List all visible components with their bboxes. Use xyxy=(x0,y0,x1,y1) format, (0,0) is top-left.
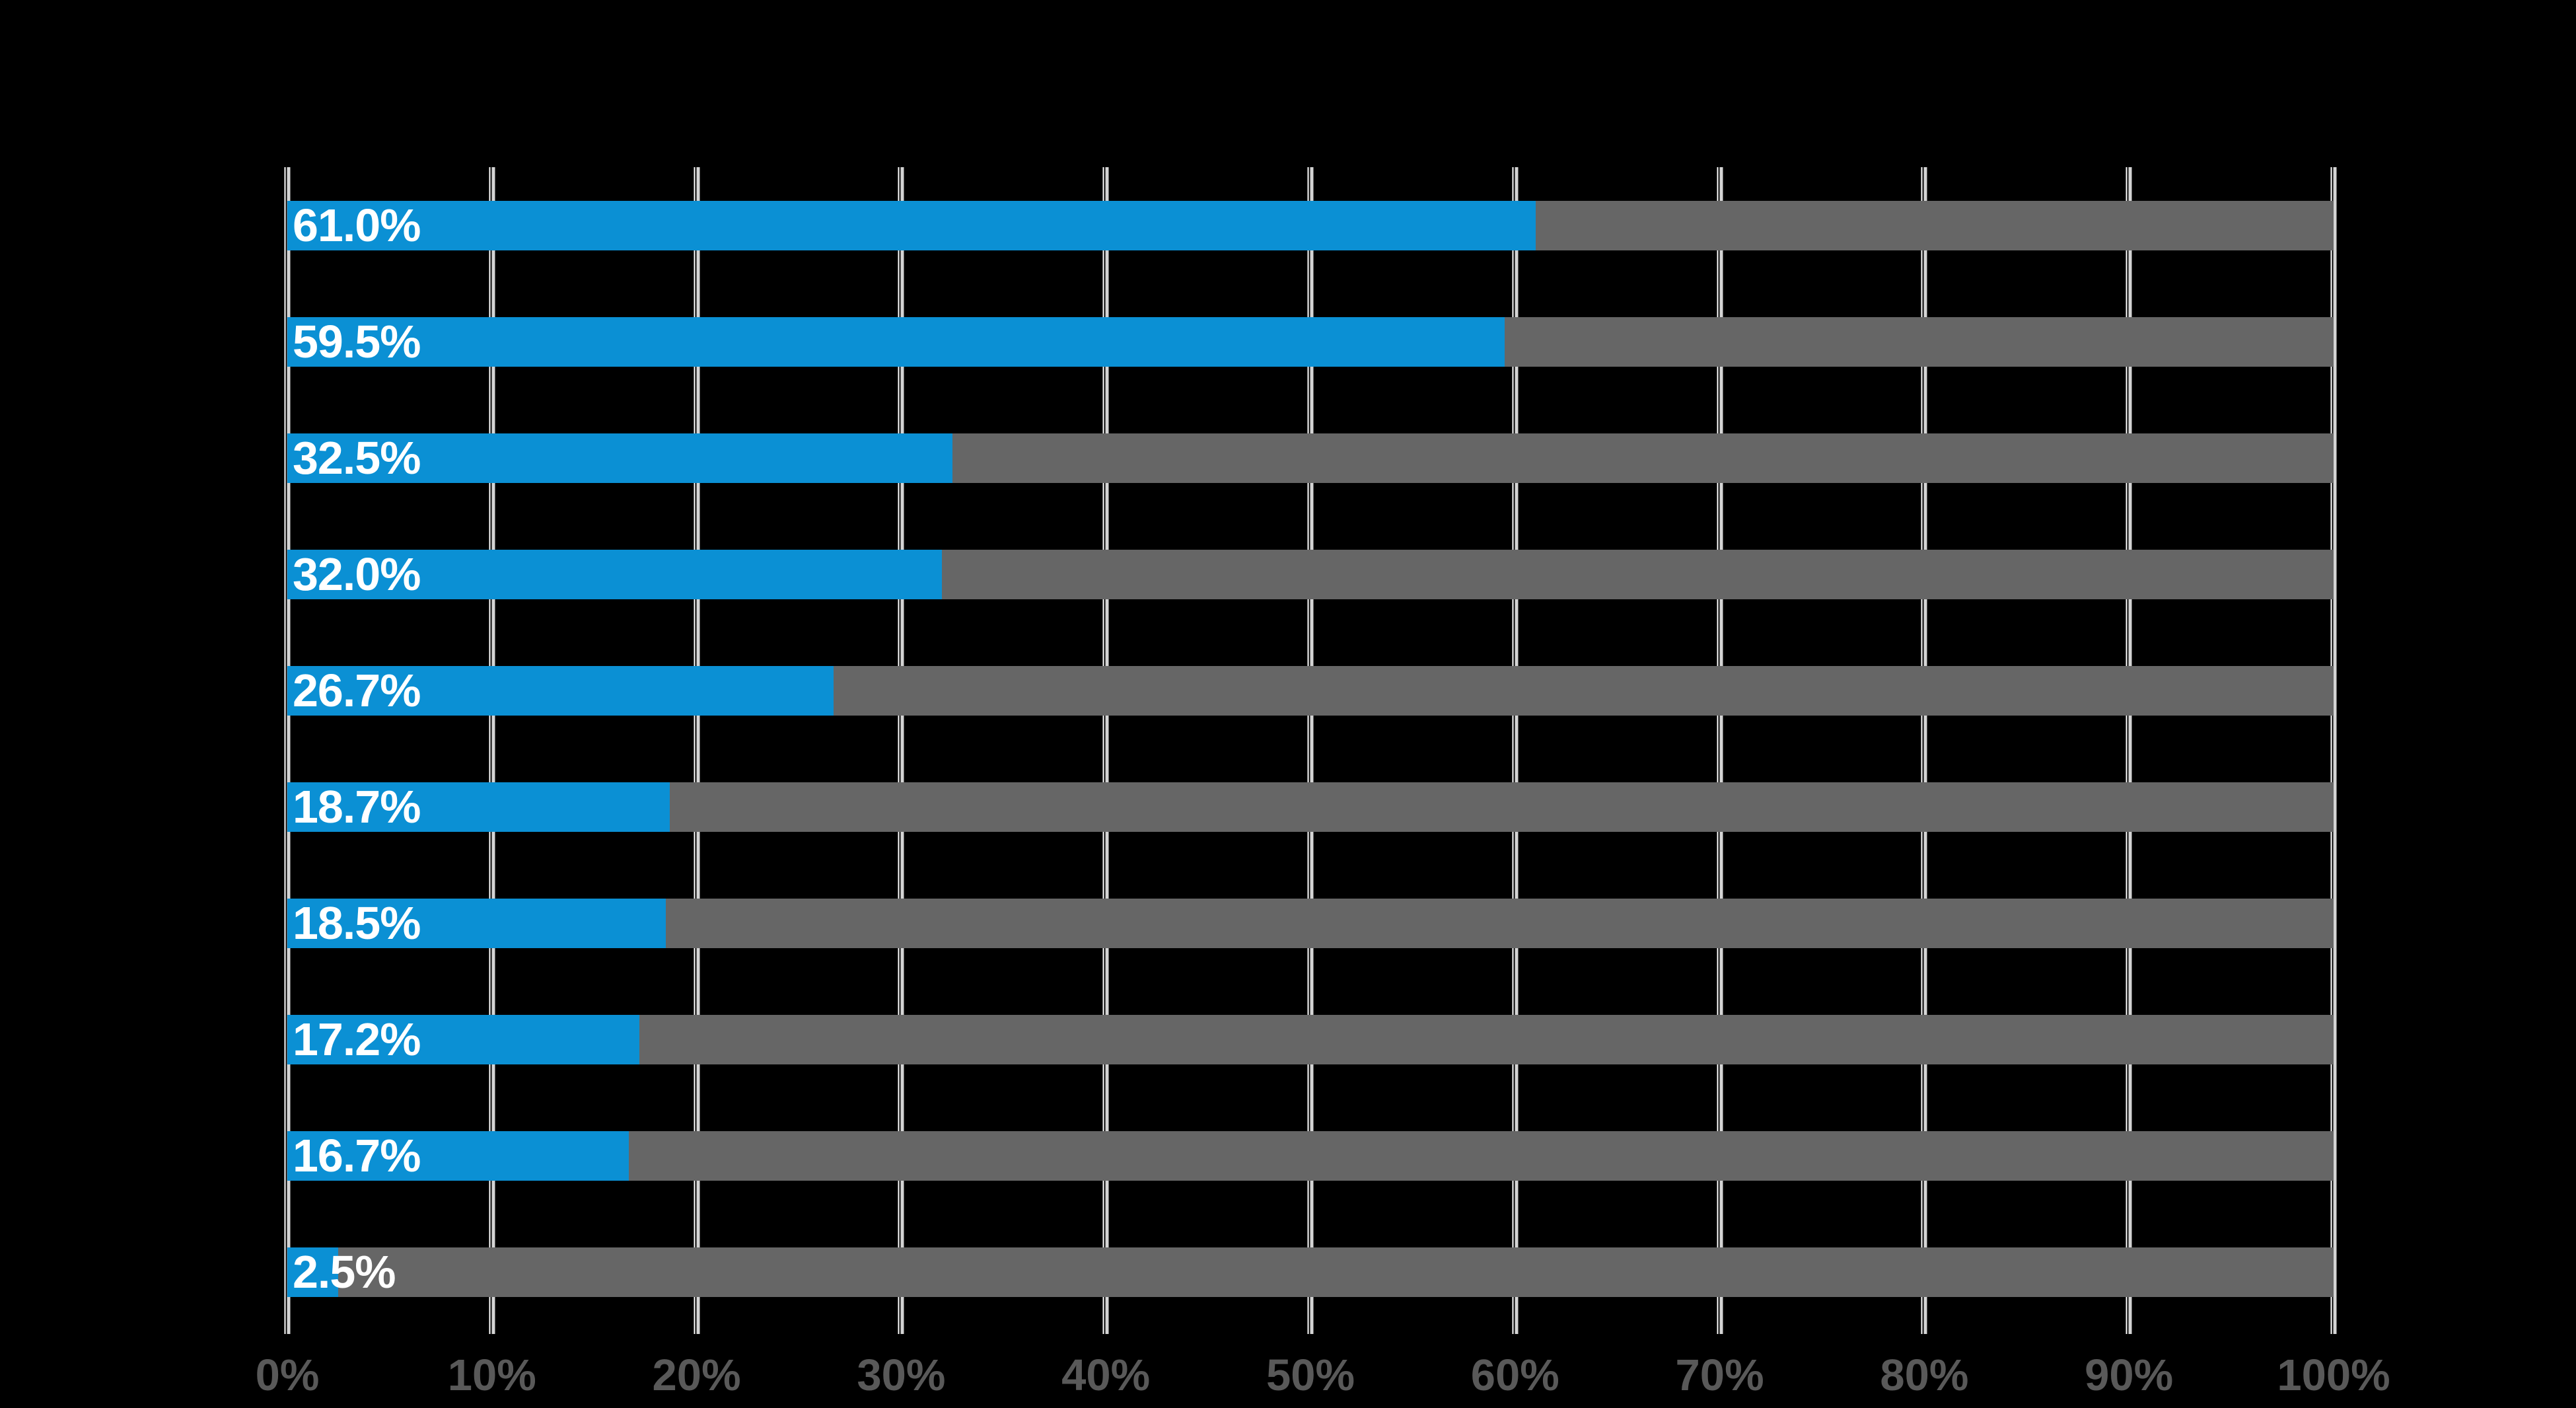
gridline xyxy=(694,167,700,1334)
bar-value-label: 18.5% xyxy=(293,897,421,949)
x-axis-tick-label: 10% xyxy=(447,1351,536,1400)
bar-value-label: 32.5% xyxy=(293,432,421,484)
bar-row: 26.7% xyxy=(287,632,2334,749)
bar-row: 2.5% xyxy=(287,1214,2334,1330)
bar-fill xyxy=(287,898,666,948)
bar-track: 61.0% xyxy=(287,200,2334,251)
bar-track: 32.5% xyxy=(287,432,2334,484)
x-axis-tick-label: 0% xyxy=(255,1351,320,1400)
x-axis-tick-label: 100% xyxy=(2277,1351,2390,1400)
x-axis-tick-label: 40% xyxy=(1061,1351,1151,1400)
bar-fill xyxy=(287,549,943,599)
bar-track: 18.5% xyxy=(287,897,2334,949)
x-axis-tick-label: 50% xyxy=(1266,1351,1355,1400)
x-axis-tick-label: 60% xyxy=(1470,1351,1559,1400)
plot-area: 61.0% 59.5% 32.5% 32.0% 26.7% 18.7% 18.5… xyxy=(284,167,2337,1334)
bar-fill xyxy=(287,1130,629,1181)
x-axis-tick-label: 20% xyxy=(652,1351,741,1400)
gridline xyxy=(2126,167,2132,1334)
bar-fill xyxy=(287,1014,639,1064)
bar-track: 17.2% xyxy=(287,1014,2334,1065)
bar-row: 18.5% xyxy=(287,865,2334,981)
bar-track: 59.5% xyxy=(287,316,2334,367)
bar-row: 32.5% xyxy=(287,400,2334,516)
bar-value-label: 59.5% xyxy=(293,316,421,367)
gridline xyxy=(1921,167,1927,1334)
bar-fill xyxy=(287,1247,339,1297)
bar-row: 32.0% xyxy=(287,516,2334,632)
x-axis-tick-label: 70% xyxy=(1675,1351,1764,1400)
bars-layer: 61.0% 59.5% 32.5% 32.0% 26.7% 18.7% 18.5… xyxy=(287,167,2334,1330)
x-axis-tick-label: 80% xyxy=(1880,1351,1969,1400)
bar-value-label: 32.0% xyxy=(293,548,421,600)
gridlines-layer xyxy=(284,167,2337,1334)
gridline xyxy=(898,167,904,1334)
gridline xyxy=(1102,167,1109,1334)
bar-row: 18.7% xyxy=(287,749,2334,865)
bar-row: 59.5% xyxy=(287,283,2334,400)
bar-track: 16.7% xyxy=(287,1130,2334,1181)
bar-value-label: 26.7% xyxy=(293,665,421,716)
bar-fill xyxy=(287,665,834,716)
gridline xyxy=(2330,167,2337,1334)
bar-fill xyxy=(287,200,1536,250)
gridline xyxy=(1717,167,1723,1334)
gridline xyxy=(1512,167,1519,1334)
bar-value-label: 18.7% xyxy=(293,781,421,833)
x-axis: 0% 10% 20% 30% 40% 50% 60% 70% 80% 90% 100% xyxy=(256,1351,2390,1406)
bar-track: 2.5% xyxy=(287,1246,2334,1298)
gridline xyxy=(284,167,291,1334)
bar-fill xyxy=(287,316,1505,367)
bar-row: 16.7% xyxy=(287,1097,2334,1214)
x-axis-tick-label: 30% xyxy=(857,1351,946,1400)
bar-row: 61.0% xyxy=(287,167,2334,283)
gridline xyxy=(489,167,495,1334)
gridline xyxy=(1307,167,1314,1334)
bar-track: 32.0% xyxy=(287,548,2334,600)
bar-track: 18.7% xyxy=(287,781,2334,833)
bar-value-label: 2.5% xyxy=(293,1246,396,1298)
bar-track: 26.7% xyxy=(287,665,2334,716)
x-axis-tick-label: 90% xyxy=(2085,1351,2174,1400)
bar-fill xyxy=(287,782,670,832)
bar-row: 17.2% xyxy=(287,981,2334,1097)
bar-value-label: 17.2% xyxy=(293,1014,421,1065)
bar-fill xyxy=(287,433,952,483)
bar-value-label: 16.7% xyxy=(293,1130,421,1181)
bar-value-label: 61.0% xyxy=(293,200,421,251)
